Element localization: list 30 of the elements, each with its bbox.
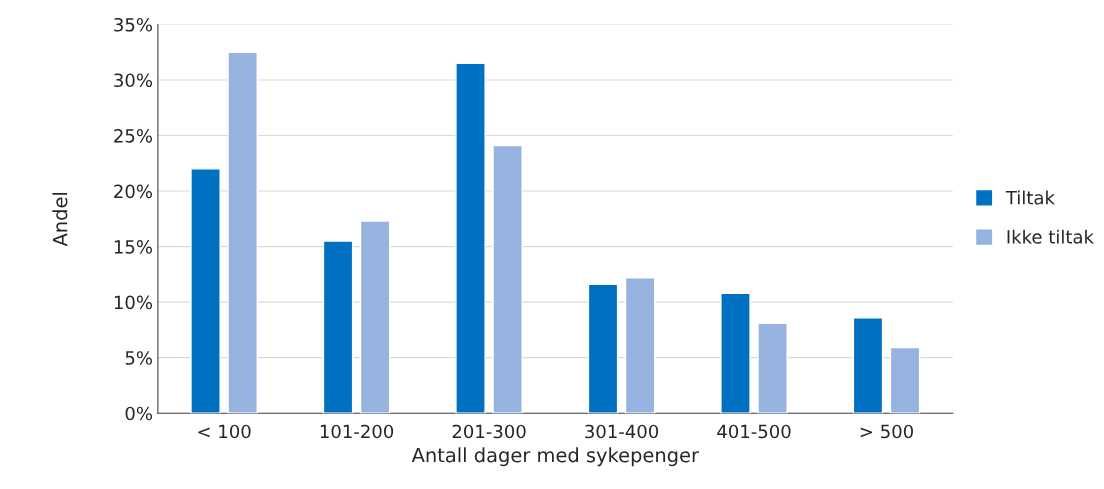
x-tick-label: 301-400 bbox=[585, 424, 659, 439]
bar bbox=[492, 144, 523, 414]
x-tick-label: > 500 bbox=[860, 424, 913, 439]
y-tick-label: 20% bbox=[114, 184, 153, 199]
bar bbox=[190, 168, 221, 414]
bar bbox=[322, 240, 354, 414]
y-tick-label: 30% bbox=[114, 73, 153, 88]
y-tick-label: 0% bbox=[125, 406, 153, 421]
x-axis-title: Antall dager med sykepenger bbox=[411, 447, 700, 467]
x-tick-label: 401-500 bbox=[717, 424, 791, 439]
bar bbox=[587, 283, 619, 414]
x-tick-label: < 100 bbox=[198, 424, 251, 439]
x-tick-label: 101-200 bbox=[320, 424, 394, 439]
bar bbox=[359, 220, 391, 414]
bar bbox=[227, 51, 258, 414]
legend-label: Ikke tiltak bbox=[1007, 229, 1094, 244]
bar bbox=[455, 62, 486, 414]
bar bbox=[720, 292, 751, 414]
y-tick-label: 10% bbox=[114, 295, 153, 310]
legend-label: Tiltak bbox=[1005, 190, 1055, 205]
y-tick-label: 25% bbox=[114, 128, 153, 143]
y-axis-title: Andel bbox=[52, 192, 68, 247]
y-tick-label: 15% bbox=[114, 240, 153, 254]
y-tick-label: 35% bbox=[114, 17, 153, 32]
y-tick-label: 5% bbox=[125, 351, 153, 365]
bar bbox=[889, 346, 921, 414]
bar bbox=[757, 322, 788, 414]
bar bbox=[624, 277, 656, 414]
bar bbox=[852, 316, 884, 414]
x-tick-label: 201-300 bbox=[452, 424, 526, 439]
